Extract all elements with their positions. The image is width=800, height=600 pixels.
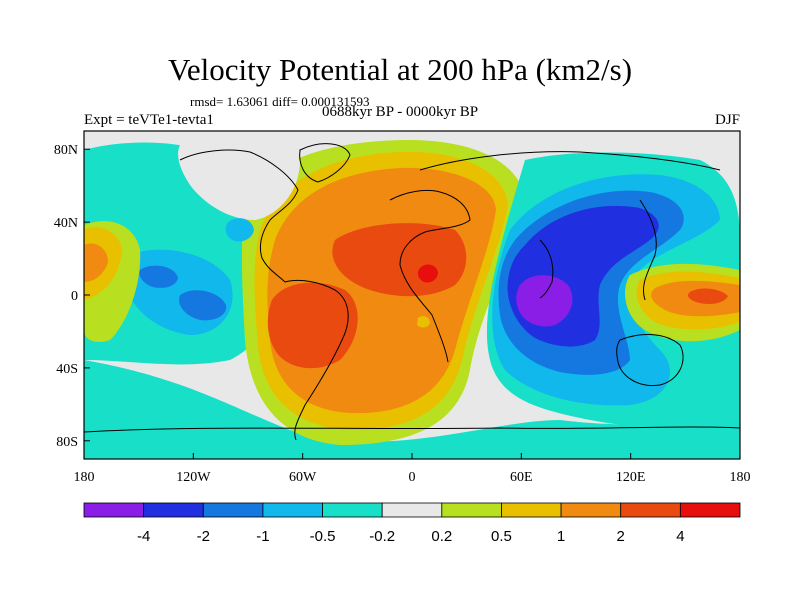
contour-north-atlantic-lightblue [225,218,254,242]
colorbar: -4 -2 -1 -0.5 -0.2 0.2 0.5 1 2 4 [83,502,741,545]
colorbar-label: 4 [676,528,684,545]
contour-small-yellow-spot [417,316,430,328]
contour-north-america-teal [178,140,300,220]
coastline-north-america [179,149,299,283]
x-tick-label: 0 [409,470,416,485]
colorbar-swatch [620,502,681,518]
colorbar-swatch [560,502,622,518]
y-tick-label: 40N [54,216,78,231]
contour-pacific-west-blue [179,290,227,321]
colorbar-swatch [202,502,264,518]
coastline-india [539,239,554,299]
colorbar-label: 0.5 [491,528,512,545]
colorbar-swatch [143,502,204,518]
contour-south-america-red [267,282,358,369]
x-tick-label: 120W [176,470,211,485]
plot-title: Velocity Potential at 200 hPa (km2/s) [167,52,633,87]
coastlines [84,143,740,441]
colorbar-swatch [322,502,383,518]
colorbar-swatch [679,502,741,518]
contour-far-west-orange [84,243,108,282]
x-tick-label: 60E [510,470,533,485]
y-axis: 80N 40N 0 40S 80S [54,143,90,450]
colorbar-swatch [501,502,562,518]
colorbar-label: -2 [197,528,210,545]
colorbar-label: -0.2 [369,528,395,545]
coastline-antarctica [84,426,740,433]
period-label: 0688kyr BP - 0000kyr BP [321,104,479,120]
contour-south-band [84,360,740,459]
contour-africa-max [417,264,438,283]
coastline-eurasia-north [419,151,721,171]
x-tick-label: 180 [730,470,751,485]
colorbar-label: 1 [557,528,565,545]
coastline-south-america [284,279,349,441]
season-label: DJF [714,112,740,128]
contour-asia-min [516,275,573,327]
x-tick-label: 60W [289,470,317,485]
colorbar-label: -4 [137,528,150,545]
rmsd-diff-stats: rmsd= 1.63061 diff= 0.000131593 [190,94,370,109]
colorbar-swatch [381,502,443,518]
colorbar-label: 2 [617,528,625,545]
x-tick-label: 120E [616,470,646,485]
y-tick-label: 80N [54,143,78,158]
y-tick-label: 40S [56,362,78,377]
colorbar-swatch [83,502,145,518]
coastline-europe-africa [389,189,471,363]
x-tick-label: 180 [74,470,95,485]
y-tick-label: 0 [71,289,78,304]
colorbar-swatch [441,502,502,518]
contour-fill-layer [84,131,740,459]
contour-pacific-small-blue [139,265,178,288]
experiment-label: Expt = teVTe1-tevta1 [84,112,214,128]
colorbar-label: -0.5 [310,528,336,545]
coastline-australia [616,334,684,387]
colorbar-label: 0.2 [431,528,452,545]
contour-wpac-red [688,288,728,304]
coastline-asia-east [639,199,657,301]
x-axis: 180 120W 60W 0 60E 120E 180 [74,453,751,485]
colorbar-swatch [262,502,323,518]
colorbar-label: -1 [256,528,269,545]
coastline-greenland [299,143,351,183]
y-tick-label: 80S [56,435,78,450]
